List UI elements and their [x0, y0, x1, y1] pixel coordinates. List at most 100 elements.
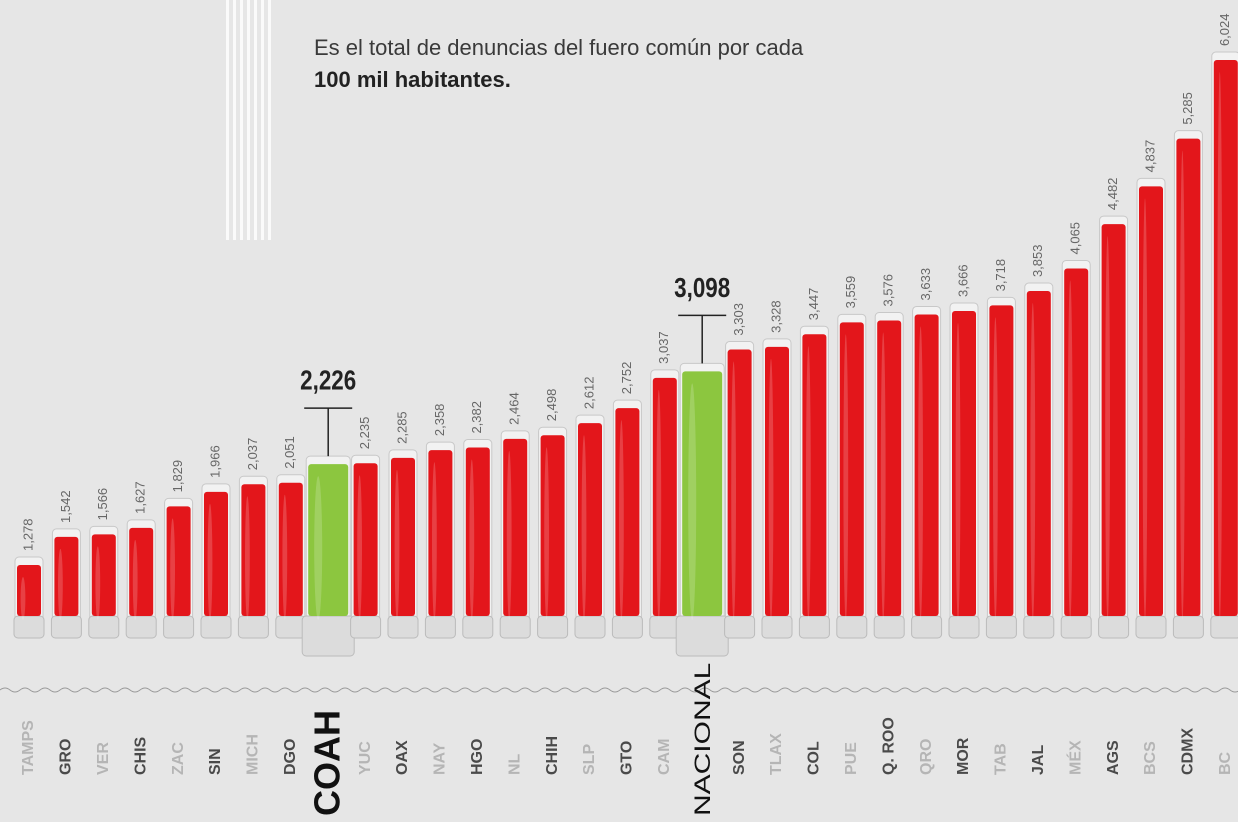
bar-shine: [955, 322, 961, 620]
bar: [308, 464, 349, 616]
bar: [241, 484, 266, 616]
bar-shine: [656, 389, 662, 620]
bar: [765, 346, 789, 616]
category-label: TAB: [993, 743, 1010, 775]
tube-base: [985, 615, 1017, 639]
bar: [91, 534, 116, 616]
category-label: GRO: [58, 739, 75, 775]
value-label: 3,576: [881, 274, 896, 307]
category-label: OAX: [394, 740, 411, 775]
category-label: DGO: [282, 739, 299, 775]
value-label: 2,037: [245, 438, 260, 471]
value-label: 4,482: [1105, 178, 1120, 211]
tube-base: [387, 615, 419, 639]
bar-shine: [918, 326, 923, 620]
tube-base: [873, 615, 905, 639]
bar-shine: [768, 358, 774, 620]
tube-base: [724, 615, 756, 639]
value-label: 1,829: [170, 460, 185, 493]
bar-shine: [357, 475, 362, 620]
bar: [428, 450, 453, 616]
bar: [914, 314, 939, 616]
bar-shine: [20, 577, 26, 620]
value-label: 6,024: [1217, 13, 1232, 46]
value-label: 3,447: [806, 288, 821, 321]
category-label: MOR: [955, 737, 972, 775]
category-label: BCS: [1142, 741, 1159, 775]
tube-base: [462, 615, 494, 639]
bar: [839, 322, 864, 616]
bar-shine: [432, 462, 437, 620]
value-label: 3,328: [768, 300, 783, 333]
category-label: VER: [95, 742, 112, 775]
tube-base: [237, 615, 269, 639]
bar-shine: [282, 494, 288, 620]
bar: [353, 463, 378, 616]
bar: [465, 447, 490, 616]
category-label: PUE: [843, 742, 860, 775]
tube-base: [163, 615, 195, 639]
tube-base: [1023, 615, 1055, 639]
bar: [204, 491, 228, 616]
category-label: COL: [806, 741, 823, 775]
bar-shine: [581, 435, 587, 620]
category-label: Q. ROO: [880, 717, 897, 775]
value-label: 1,966: [207, 445, 222, 478]
bar: [54, 536, 79, 616]
bar-shine: [394, 469, 400, 620]
value-label: 1,542: [58, 490, 73, 523]
bar: [166, 506, 191, 616]
bar: [503, 438, 528, 616]
tube-base: [948, 615, 980, 639]
category-label: TAMPS: [20, 720, 37, 775]
value-label: 2,464: [507, 392, 522, 425]
value-label: 2,612: [581, 377, 596, 410]
tube-base: [1135, 615, 1167, 639]
bar-shine: [58, 548, 63, 620]
bar-shine: [170, 518, 176, 620]
value-label: 4,065: [1068, 222, 1083, 255]
bar-shine: [506, 450, 512, 620]
bar-shine: [544, 447, 549, 620]
value-label: 3,037: [656, 331, 671, 364]
bar: [727, 349, 752, 616]
category-label: SLP: [581, 744, 598, 775]
bar: [1101, 224, 1126, 616]
bar-shine: [1105, 236, 1110, 621]
value-label: 2,358: [432, 404, 447, 437]
category-label: AGS: [1105, 740, 1122, 775]
bar: [278, 482, 303, 616]
bar: [952, 310, 976, 616]
value-label: 1,627: [133, 481, 148, 514]
category-label: SON: [731, 740, 748, 775]
bar: [877, 320, 902, 616]
tube-base: [50, 615, 82, 639]
bar-shine: [207, 503, 213, 620]
bar: [1026, 291, 1051, 616]
bar: [578, 423, 602, 616]
bar-shine: [1217, 72, 1223, 620]
bar-shine: [880, 332, 886, 620]
category-label: NAY: [432, 742, 449, 775]
tube-base: [499, 615, 531, 639]
bar-shine: [132, 539, 138, 620]
bar: [391, 457, 415, 616]
bar-shine: [1142, 198, 1148, 620]
bar: [129, 527, 154, 616]
bar-shine: [1180, 150, 1185, 620]
tube-base: [574, 615, 606, 639]
category-label: CDMX: [1180, 728, 1197, 775]
bar-shine: [1030, 303, 1036, 620]
value-label: 2,051: [282, 436, 297, 469]
subtitle-text: Es el total de denuncias del fuero común…: [314, 35, 804, 60]
tube-base: [649, 615, 681, 639]
value-label: 3,718: [993, 259, 1008, 292]
tube-base: [761, 615, 793, 639]
bar-shine: [314, 476, 323, 620]
bar-shine: [806, 346, 811, 620]
tube-base: [301, 615, 355, 657]
value-label: 4,837: [1142, 140, 1157, 173]
tube-base: [675, 615, 729, 657]
